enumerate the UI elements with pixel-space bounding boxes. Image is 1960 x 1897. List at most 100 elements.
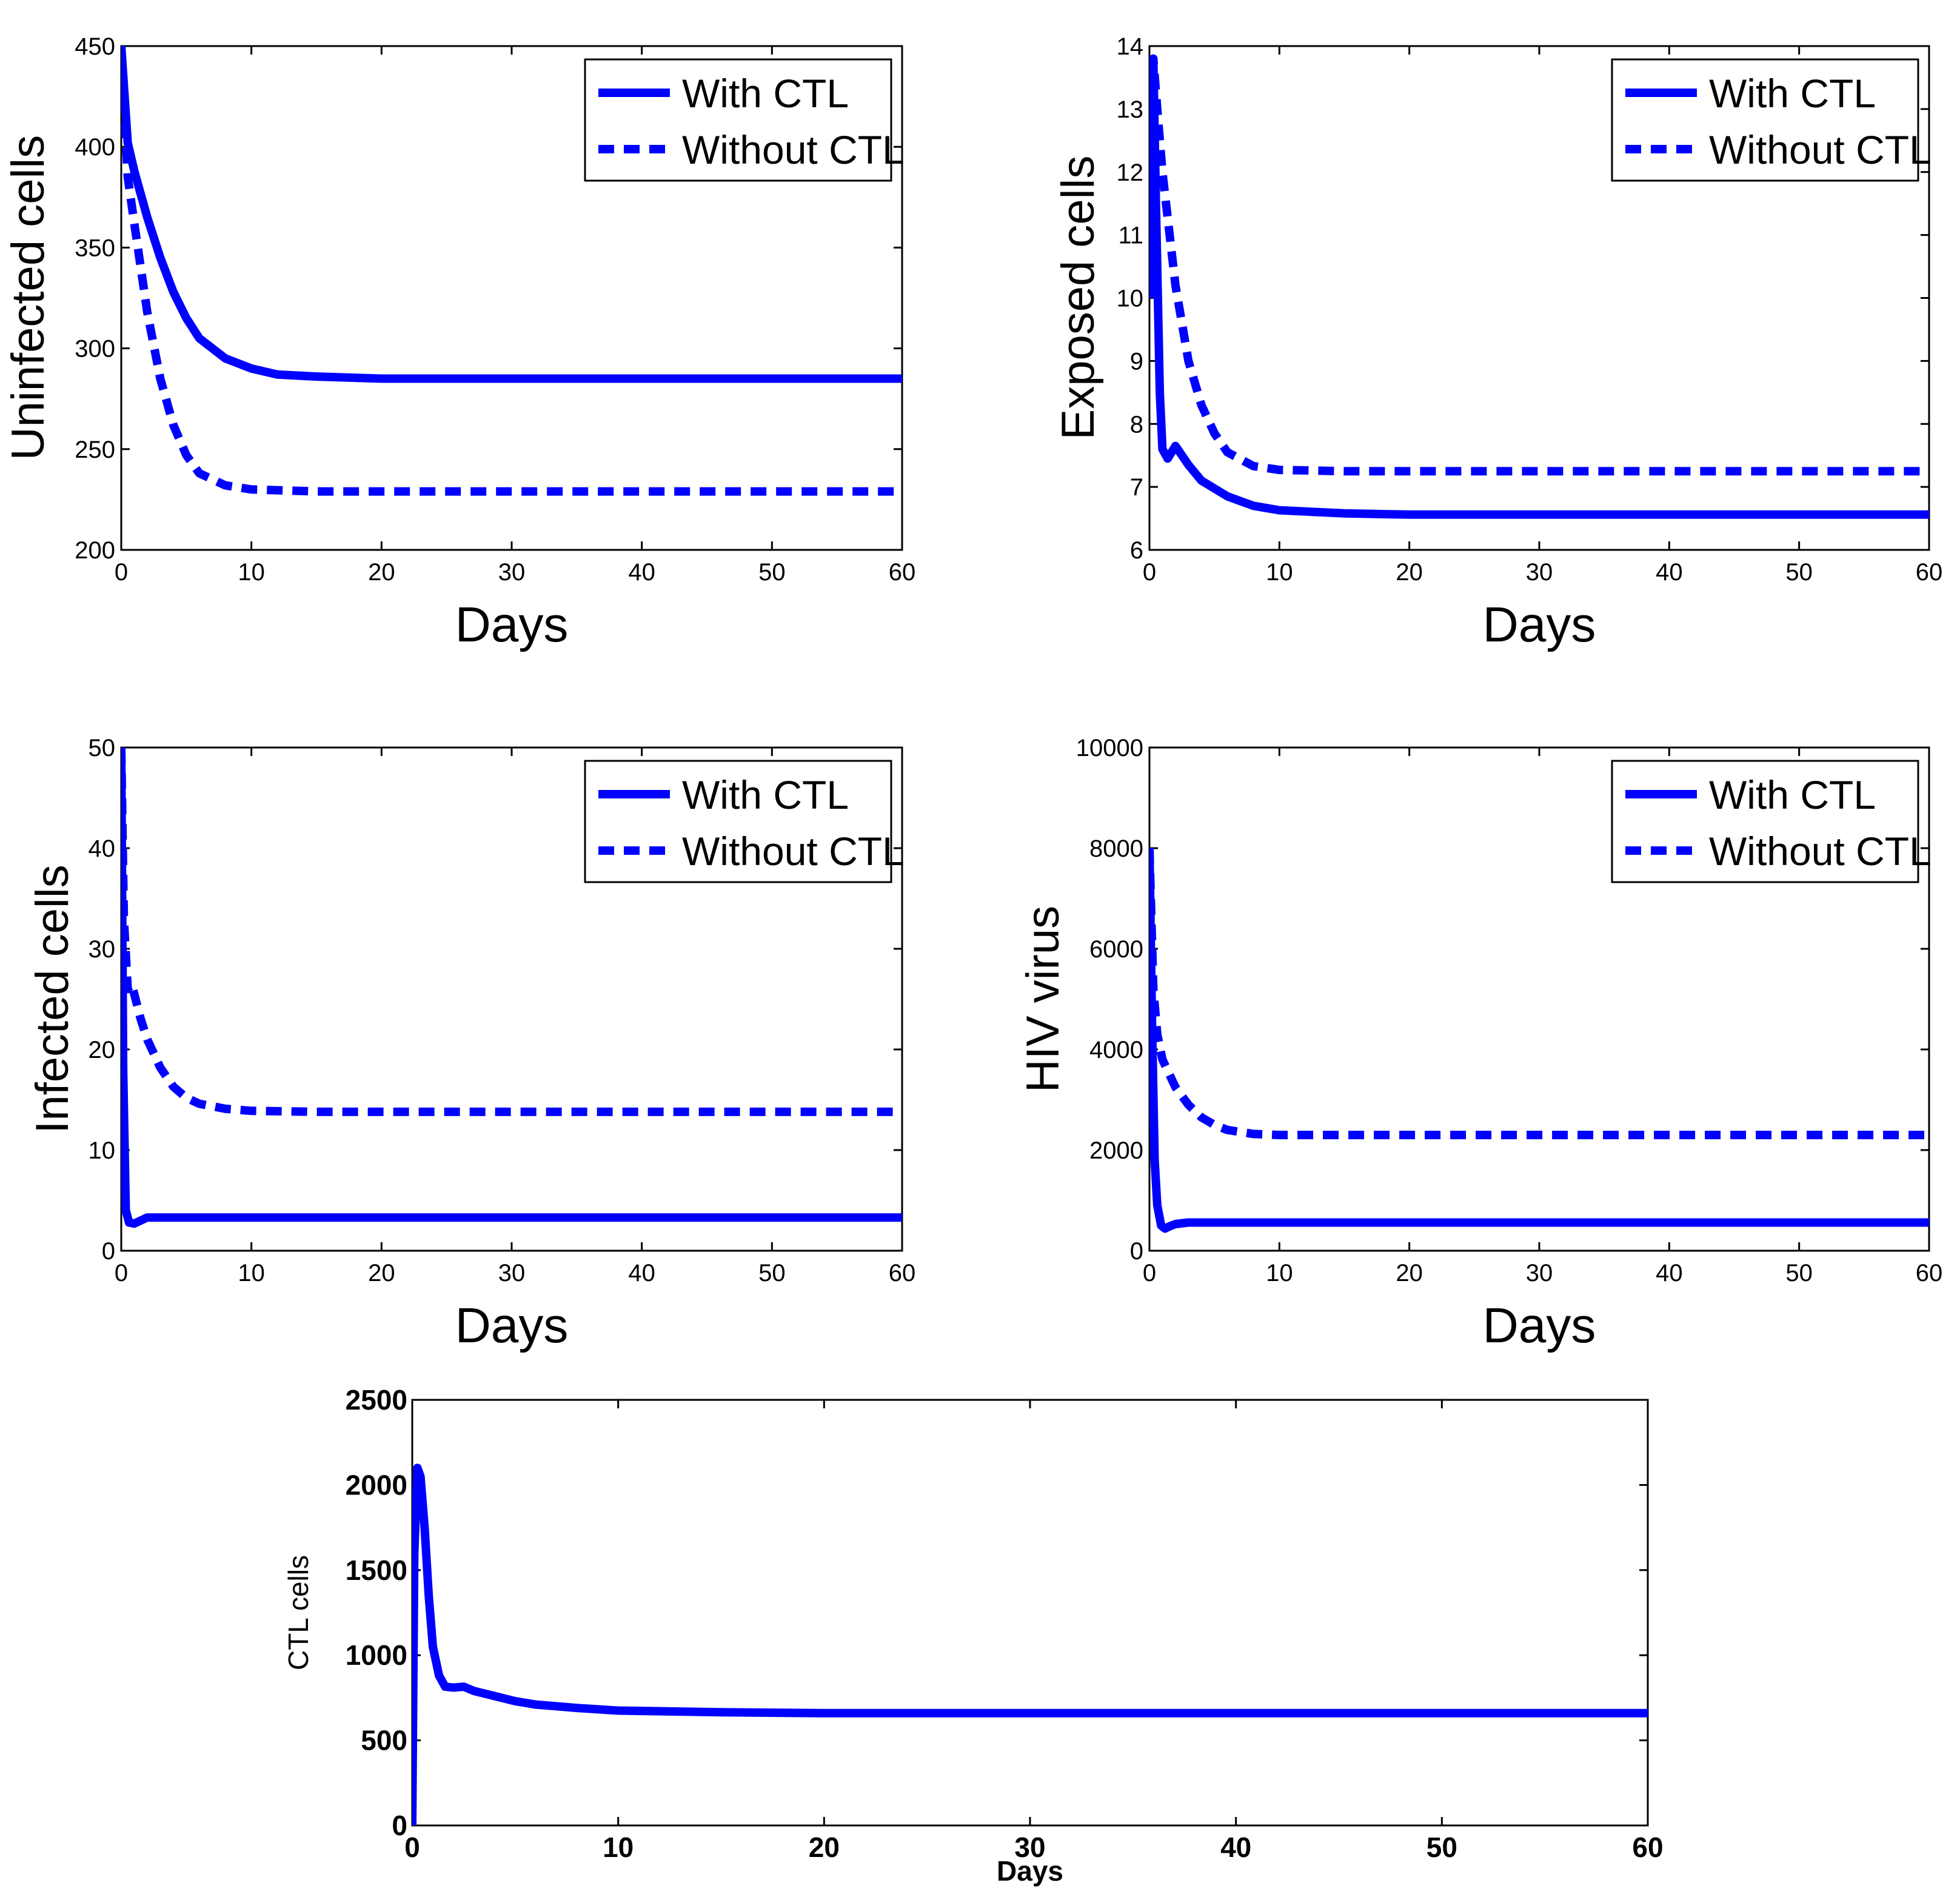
y-tick-label: 0	[1130, 1238, 1143, 1265]
legend-label: Without CTL	[682, 127, 905, 172]
series-line-with-ctl	[121, 747, 902, 1228]
legend-label: Without CTL	[682, 829, 905, 874]
x-tick-label: 60	[889, 1260, 916, 1286]
chart-panel-1: 0 10 20 30 40 50 60 200 250 300 350 400 450 Days Uninf…	[2, 33, 915, 652]
series-line-with-ctl	[1149, 54, 1929, 519]
y-tick-label: 2000	[346, 1469, 407, 1501]
x-tick-label: 60	[889, 559, 916, 586]
y-tick-label: 400	[75, 134, 115, 161]
series-line-without-ctl	[121, 747, 902, 1116]
y-tick-label: 13	[1117, 96, 1144, 123]
series-line-ctl-cells	[412, 1464, 1648, 1826]
x-tick-label: 50	[758, 1260, 786, 1286]
y-tick-label: 450	[75, 33, 115, 60]
x-tick-label: 0	[1143, 1260, 1156, 1286]
x-tick-label: 10	[238, 559, 265, 586]
y-axis-label: Exposed cells	[1052, 156, 1104, 440]
series-line-without-ctl	[1149, 54, 1929, 476]
x-tick-label: 40	[628, 559, 655, 586]
chart-panel-5: 0 10 20 30 40 50 60 0 500 1000 1500 2000 2500 Days CTL…	[283, 1384, 1664, 1887]
x-tick-label: 0	[404, 1832, 420, 1863]
chart-panel-3: 0 10 20 30 40 50 60 0 10 20 30 40 50 Days Infected cel…	[27, 735, 915, 1353]
y-tick-label: 10000	[1076, 735, 1143, 761]
plot-frame	[411, 1399, 1649, 1827]
x-tick-label: 60	[1916, 559, 1943, 586]
y-tick-label: 4000	[1089, 1037, 1143, 1063]
x-tick-label: 20	[1396, 559, 1423, 586]
legend-label: With CTL	[682, 772, 849, 817]
x-tick-label: 10	[238, 1260, 265, 1286]
x-tick-label: 20	[368, 1260, 395, 1286]
y-tick-label: 500	[361, 1725, 407, 1756]
x-tick-label: 30	[1014, 1832, 1045, 1863]
x-tick-label: 30	[1526, 559, 1553, 586]
x-tick-label: 30	[498, 559, 526, 586]
series-line-with-ctl	[121, 45, 902, 383]
chart-panel-2: 0 10 20 30 40 50 60 6 7 8 9 10 11 12 13 14 Days Exposed c…	[1052, 33, 1942, 652]
y-tick-label: 1500	[346, 1554, 407, 1586]
legend-label: Without CTL	[1709, 829, 1932, 874]
x-tick-label: 50	[758, 559, 786, 586]
x-tick-label: 0	[115, 559, 128, 586]
legend-label: With CTL	[1709, 71, 1876, 116]
y-tick-label: 0	[392, 1810, 407, 1841]
x-tick-label: 60	[1632, 1832, 1663, 1863]
x-axis-label: Days	[1483, 1298, 1596, 1353]
y-tick-label: 40	[89, 835, 116, 862]
y-tick-label: 8	[1130, 411, 1143, 438]
legend-label: With CTL	[1709, 772, 1876, 817]
x-tick-label: 50	[1785, 559, 1813, 586]
legend: With CTL Without CTL	[584, 58, 905, 182]
series-line-without-ctl	[121, 45, 902, 496]
y-tick-label: 10	[1117, 286, 1144, 312]
y-tick-label: 12	[1117, 159, 1144, 186]
y-tick-label: 14	[1117, 33, 1144, 60]
x-axis-label: Days	[455, 1298, 569, 1353]
y-tick-label: 8000	[1089, 835, 1143, 862]
series-line-with-ctl	[1149, 848, 1929, 1233]
y-axis-label: CTL cells	[283, 1555, 314, 1670]
y-tick-label: 9	[1130, 348, 1143, 375]
x-tick-label: 40	[1220, 1832, 1251, 1863]
y-tick-label: 7	[1130, 474, 1143, 501]
x-axis-label: Days	[455, 597, 569, 652]
y-tick-label: 200	[75, 537, 115, 564]
x-tick-label: 30	[1526, 1260, 1553, 1286]
legend-box	[584, 760, 892, 883]
x-tick-label: 40	[628, 1260, 655, 1286]
y-tick-label: 6	[1130, 537, 1143, 564]
legend-box	[584, 58, 892, 182]
x-tick-label: 10	[1266, 559, 1293, 586]
legend: With CTL Without CTL	[1611, 760, 1932, 883]
y-tick-label: 10	[89, 1137, 116, 1164]
x-tick-label: 50	[1785, 1260, 1813, 1286]
legend: With CTL Without CTL	[584, 760, 905, 883]
y-tick-label: 11	[1118, 222, 1143, 249]
x-tick-label: 10	[603, 1832, 634, 1863]
x-tick-label: 40	[1656, 559, 1683, 586]
x-tick-label: 60	[1916, 1260, 1943, 1286]
y-tick-label: 6000	[1089, 936, 1143, 963]
x-tick-label: 20	[368, 559, 395, 586]
x-tick-label: 0	[115, 1260, 128, 1286]
y-tick-label: 2500	[346, 1384, 407, 1416]
y-axis-label: Uninfected cells	[2, 135, 54, 461]
y-axis-label: Infected cells	[27, 865, 78, 1134]
legend-label: Without CTL	[1709, 127, 1932, 172]
legend-label: With CTL	[682, 71, 849, 116]
legend-box	[1611, 760, 1919, 883]
x-tick-label: 20	[809, 1832, 840, 1863]
y-tick-label: 300	[75, 336, 115, 363]
x-tick-label: 30	[498, 1260, 526, 1286]
legend: With CTL Without CTL	[1611, 58, 1932, 182]
y-tick-label: 50	[89, 735, 116, 761]
x-tick-label: 0	[1143, 559, 1156, 586]
x-axis-label: Days	[1483, 597, 1596, 652]
y-tick-label: 30	[89, 936, 116, 963]
legend-box	[1611, 58, 1919, 182]
y-tick-label: 350	[75, 235, 115, 261]
x-tick-label: 10	[1266, 1260, 1293, 1286]
x-tick-label: 20	[1396, 1260, 1423, 1286]
